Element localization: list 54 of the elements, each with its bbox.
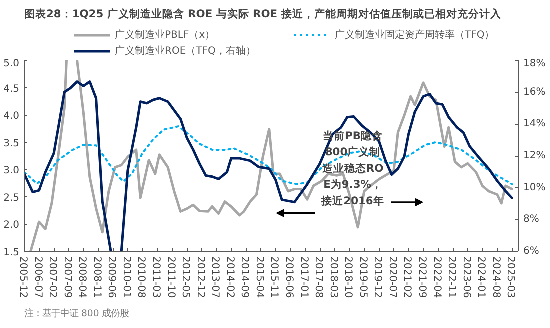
x-tick-label: 2014-02 <box>224 256 236 298</box>
y-tick-label: 2.5 <box>4 192 20 204</box>
y2-tick-label: 12% <box>524 150 546 162</box>
x-tick-label: 2018-10 <box>342 256 354 298</box>
x-tick-label: 2022-04 <box>431 256 442 298</box>
text: 注：基于中证 800 成份股 <box>24 308 130 320</box>
x-tick-label: 2012-05 <box>180 256 192 298</box>
x-tick-label: 2017-08 <box>313 256 324 298</box>
x-tick-label: 2023-06 <box>460 256 472 298</box>
x-tick-label: 2015-04 <box>254 256 265 298</box>
y2-tick-label: 14% <box>524 118 546 130</box>
y-tick-label: 2.0 <box>4 220 20 232</box>
x-tick-label: 2021-02 <box>402 256 413 298</box>
x-tick-label: 2008-04 <box>76 256 88 298</box>
x-tick-label: 2011-10 <box>165 256 176 298</box>
y-tick-label: 5.0 <box>4 58 20 70</box>
x-tick-label: 2021-09 <box>416 256 428 298</box>
x-tick-label: 2020-07 <box>386 256 398 298</box>
y2-tick-label: 18% <box>524 58 546 70</box>
y2-tick-label: 8% <box>524 214 540 226</box>
x-tick-label: 2018-03 <box>328 256 339 298</box>
legend-label: 广义制造业固定资产周转率（TFQ） <box>335 28 495 42</box>
x-tick-label: 2011-03 <box>150 256 162 298</box>
x-tick-label: 2014-09 <box>239 256 250 298</box>
x-tick-label: 2025-03 <box>505 256 516 298</box>
x-tick-label: 2015-11 <box>268 256 280 298</box>
y-tick-label: 1.5 <box>4 248 20 258</box>
y2-tick-label: 16% <box>524 86 546 98</box>
y-tick-label: 4.5 <box>4 84 20 95</box>
x-tick-label: 2007-09 <box>62 256 73 298</box>
x-tick-label: 2019-05 <box>357 256 368 298</box>
x-tick-label: 2012-12 <box>194 256 206 298</box>
x-tick-label: 2010-01 <box>120 256 132 298</box>
y-tick-label: 3.0 <box>4 166 20 177</box>
x-tick-label: 2017-01 <box>298 256 310 298</box>
y2-tick-label: 6% <box>524 246 540 257</box>
x-tick-label: 2016-06 <box>284 256 294 298</box>
chart-title: 图表28：1Q25 广义制造业隐含 ROE 与实际 ROE 接近，产能周期对估值压制或已相对充分计入 <box>24 8 502 20</box>
x-tick-label: 2013-07 <box>210 256 221 298</box>
x-tick-label: 2007-02 <box>47 256 58 298</box>
y-tick-label: 4.0 <box>4 111 20 122</box>
x-tick-label: 2024-01 <box>476 256 487 298</box>
x-tick-label: 2009-06 <box>106 256 118 298</box>
legend-label: 广义制造业PBLF（x） <box>115 28 216 42</box>
y2-tick-label: 10% <box>524 182 546 194</box>
x-tick-label: 2010-08 <box>136 256 147 298</box>
legend-label: 广义制造业ROE（TFQ，右轴） <box>115 44 256 58</box>
x-tick-label: 2006-07 <box>32 256 44 298</box>
x-tick-label: 2008-11 <box>91 256 102 298</box>
x-tick-label: 2005-12 <box>18 256 28 298</box>
y-tick-label: 3.5 <box>4 138 20 150</box>
x-tick-label: 2024-08 <box>490 256 502 298</box>
x-tick-label: 2022-11 <box>446 256 458 298</box>
x-tick-label: 2019-12 <box>372 256 384 298</box>
